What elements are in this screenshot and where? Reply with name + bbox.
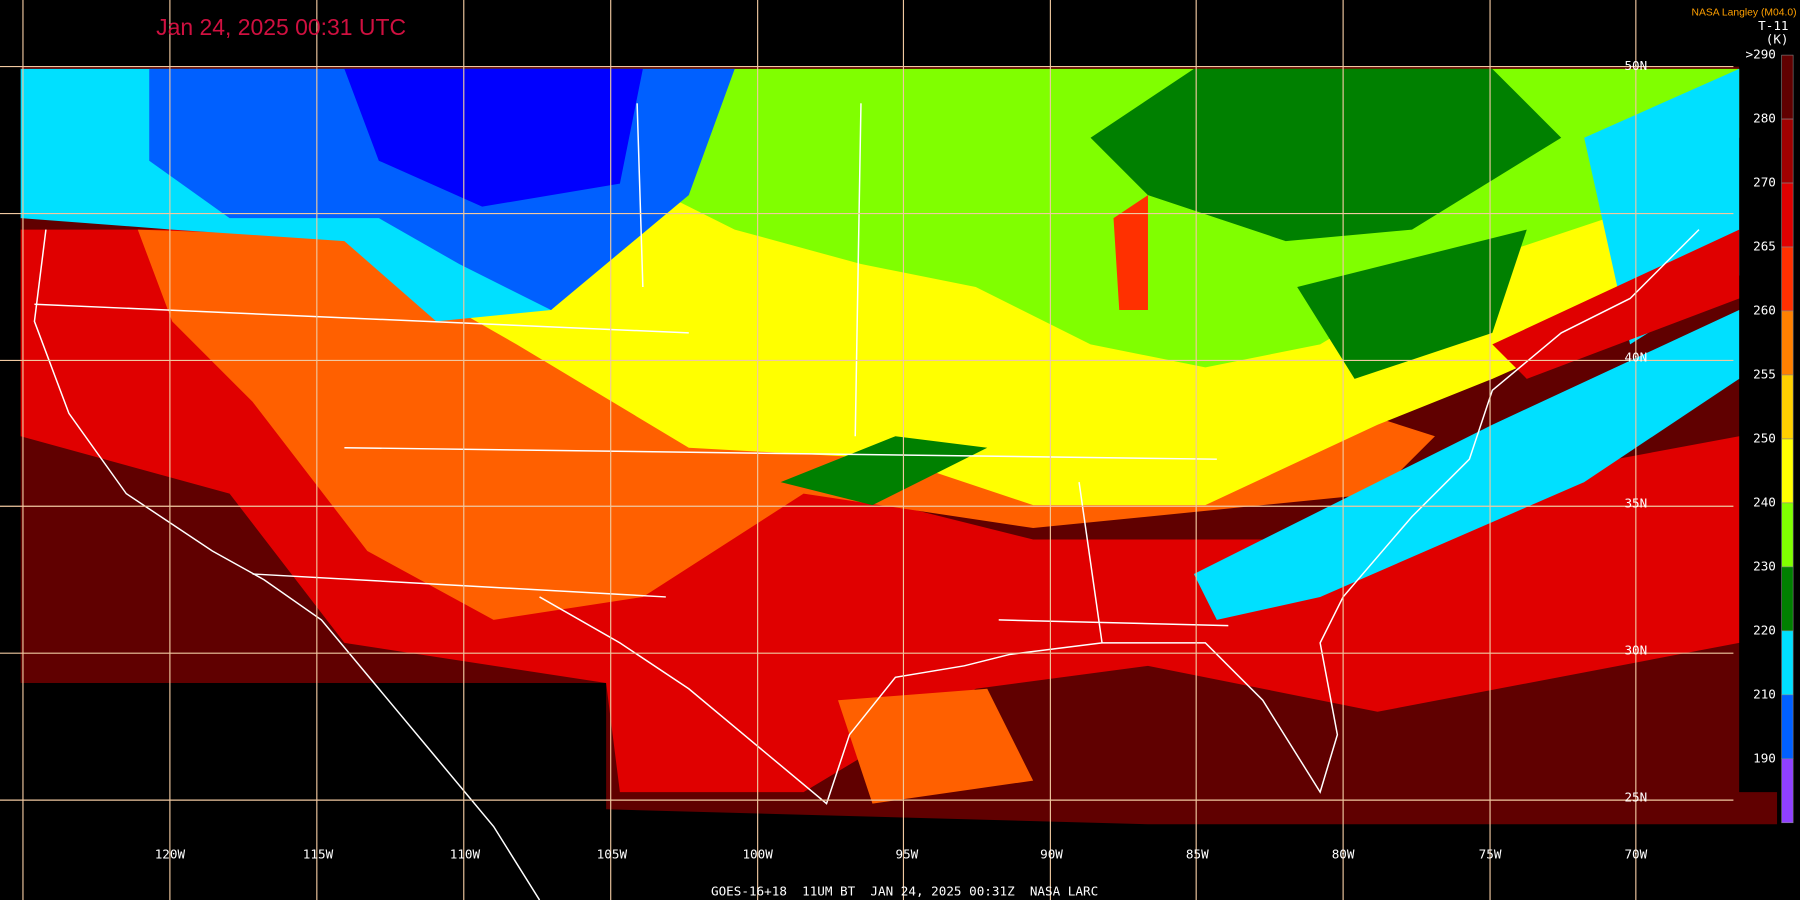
- longitude-label: 110W: [450, 847, 481, 862]
- graticule: [0, 0, 1734, 900]
- dark-green-region: [1297, 229, 1527, 379]
- latitude-labels: 50N 40N 35N 30N 25N: [1624, 58, 1647, 804]
- longitude-label: 70W: [1624, 847, 1647, 862]
- coastline: [33, 229, 541, 900]
- longitude-label: 115W: [303, 847, 334, 862]
- longitude-label: 80W: [1332, 847, 1355, 862]
- timestamp-title: Jan 24, 2025 00:31 UTC: [156, 14, 406, 40]
- imagery: [20, 66, 1778, 825]
- legend-unit: (K): [1766, 32, 1789, 47]
- longitude-label: 120W: [155, 847, 186, 862]
- dark-green-region: [1090, 68, 1562, 242]
- latitude-label: 50N: [1624, 58, 1647, 73]
- legend-label: 250: [1753, 430, 1776, 445]
- longitude-label: 95W: [895, 847, 918, 862]
- legend-label: 190: [1753, 750, 1776, 765]
- state-border: [34, 103, 1229, 643]
- legend-label: >290: [1746, 47, 1776, 62]
- latitude-label: 25N: [1624, 789, 1647, 804]
- legend: >290 280 270 265 260 255 250 240 230 220 210 190: [1746, 47, 1794, 824]
- legend-label: 220: [1753, 622, 1776, 637]
- legend-label: 210: [1753, 686, 1776, 701]
- longitude-label: 85W: [1186, 847, 1209, 862]
- legend-swatch: [1781, 438, 1794, 504]
- legend-swatch: [1781, 374, 1794, 440]
- boundaries: [33, 103, 1700, 900]
- legend-swatch: [1781, 54, 1794, 120]
- longitude-labels: 120W 115W 110W 105W 100W 95W 90W 85W 80W 75W 70W: [155, 847, 1648, 862]
- cyan-band: [1193, 309, 1740, 620]
- legend-label: 280: [1753, 111, 1776, 126]
- footer: GOES-16+18 11UM BT JAN 24, 2025 00:31Z N…: [711, 883, 1098, 898]
- legend-swatch: [1781, 182, 1794, 248]
- legend-label: 270: [1753, 175, 1776, 190]
- legend-label: 230: [1753, 558, 1776, 573]
- longitude-label: 75W: [1479, 847, 1502, 862]
- longitude-label: 100W: [742, 847, 773, 862]
- legend-swatch: [1781, 566, 1794, 632]
- deep-blue-region: [344, 68, 643, 207]
- orange-patch: [838, 688, 1034, 804]
- legend-product: T-11: [1758, 18, 1788, 33]
- legend-label: 255: [1753, 366, 1776, 381]
- legend-swatch: [1781, 310, 1794, 376]
- legend-label: 240: [1753, 494, 1776, 509]
- legend-swatch: [1781, 502, 1794, 568]
- legend-swatch: [1781, 630, 1794, 696]
- legend-label: 265: [1753, 239, 1776, 254]
- legend-swatch: [1781, 758, 1794, 824]
- coastline: [539, 229, 1700, 805]
- source-label: NASA Langley (M04.0): [1691, 7, 1796, 18]
- latitude-label: 30N: [1624, 642, 1647, 657]
- longitude-label: 90W: [1040, 847, 1063, 862]
- green-patch: [780, 436, 988, 506]
- legend-swatch: [1781, 694, 1794, 760]
- legend-swatch: [1781, 246, 1794, 312]
- longitude-label: 105W: [597, 847, 628, 862]
- legend-label: 260: [1753, 302, 1776, 317]
- latitude-label: 40N: [1624, 350, 1647, 365]
- legend-swatch: [1781, 118, 1794, 184]
- warm-band: [1492, 229, 1740, 379]
- lake-warm: [1113, 195, 1148, 310]
- latitude-label: 35N: [1624, 495, 1647, 510]
